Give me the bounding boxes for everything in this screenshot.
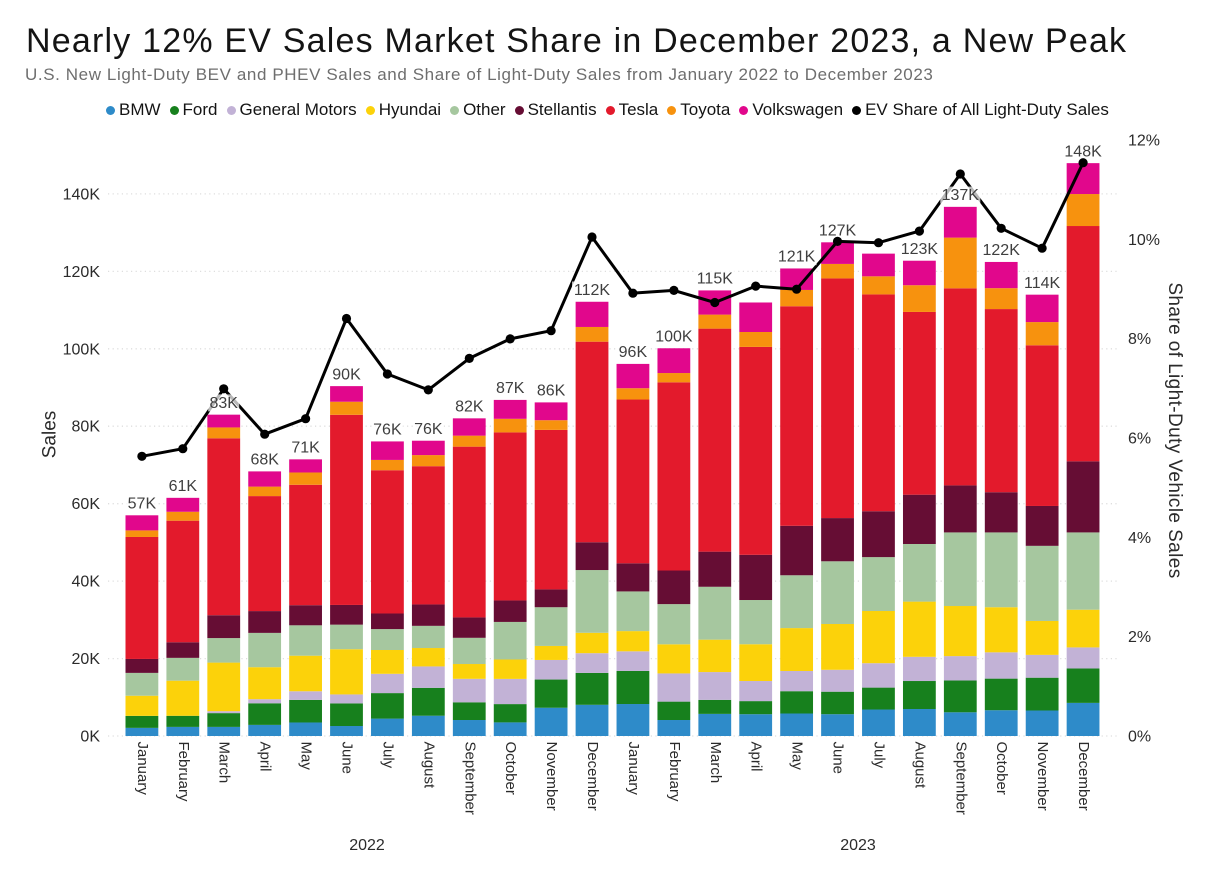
svg-text:6%: 6%	[1128, 431, 1151, 448]
svg-text:September: September	[461, 742, 478, 815]
svg-text:123K: 123K	[901, 241, 939, 258]
svg-text:July: July	[871, 742, 888, 769]
svg-text:120K: 120K	[63, 264, 101, 281]
svg-text:60K: 60K	[72, 496, 101, 513]
svg-text:February: February	[175, 742, 192, 803]
svg-text:20K: 20K	[72, 651, 101, 668]
svg-text:2023: 2023	[840, 837, 876, 854]
svg-text:December: December	[1075, 742, 1092, 811]
svg-text:40K: 40K	[72, 574, 101, 591]
svg-text:May: May	[789, 742, 806, 771]
svg-text:January: January	[625, 742, 642, 796]
svg-text:57K: 57K	[128, 496, 157, 513]
svg-text:140K: 140K	[63, 186, 101, 203]
svg-text:100K: 100K	[63, 341, 101, 358]
svg-text:July: July	[379, 742, 396, 769]
svg-text:June: June	[339, 742, 356, 775]
svg-text:June: June	[830, 742, 847, 775]
svg-text:February: February	[666, 742, 683, 803]
svg-text:October: October	[502, 742, 519, 795]
svg-text:4%: 4%	[1128, 530, 1151, 547]
svg-text:61K: 61K	[169, 478, 198, 495]
svg-text:12%: 12%	[1128, 133, 1160, 150]
svg-text:May: May	[298, 742, 315, 771]
svg-text:December: December	[584, 742, 601, 811]
svg-text:82K: 82K	[455, 399, 484, 416]
svg-text:121K: 121K	[778, 249, 816, 266]
svg-text:Sales: Sales	[40, 411, 61, 459]
svg-text:January: January	[134, 742, 151, 796]
svg-text:87K: 87K	[496, 380, 525, 397]
svg-text:112K: 112K	[574, 282, 611, 299]
svg-text:148K: 148K	[1064, 143, 1102, 160]
svg-text:96K: 96K	[619, 344, 648, 361]
svg-text:September: September	[952, 742, 969, 815]
svg-text:86K: 86K	[537, 383, 566, 400]
svg-text:127K: 127K	[819, 223, 857, 240]
svg-text:August: August	[911, 742, 928, 790]
svg-text:137K: 137K	[942, 187, 980, 204]
svg-text:October: October	[993, 742, 1010, 795]
svg-text:122K: 122K	[983, 242, 1021, 259]
svg-text:100K: 100K	[655, 329, 693, 346]
svg-text:November: November	[1034, 742, 1051, 811]
svg-text:68K: 68K	[250, 452, 279, 469]
svg-text:November: November	[543, 742, 560, 811]
svg-text:April: April	[748, 742, 765, 772]
svg-text:83K: 83K	[209, 395, 238, 412]
svg-text:August: August	[420, 742, 437, 790]
svg-text:115K: 115K	[697, 271, 734, 288]
svg-text:10%: 10%	[1128, 232, 1160, 249]
svg-text:76K: 76K	[414, 421, 443, 438]
svg-text:90K: 90K	[332, 366, 361, 383]
svg-text:71K: 71K	[291, 440, 320, 457]
svg-text:2022: 2022	[349, 837, 385, 854]
svg-text:114K: 114K	[1024, 275, 1061, 292]
svg-text:March: March	[707, 742, 724, 784]
svg-text:8%: 8%	[1128, 331, 1151, 348]
svg-text:0%: 0%	[1128, 729, 1151, 746]
svg-text:April: April	[257, 742, 274, 772]
svg-text:76K: 76K	[373, 422, 402, 439]
svg-text:80K: 80K	[72, 419, 101, 436]
svg-text:2%: 2%	[1128, 629, 1151, 646]
svg-text:Share of Light-Duty Vehicle Sa: Share of Light-Duty Vehicle Sales	[1164, 282, 1185, 578]
svg-text:March: March	[216, 742, 233, 784]
svg-text:0K: 0K	[80, 729, 100, 746]
